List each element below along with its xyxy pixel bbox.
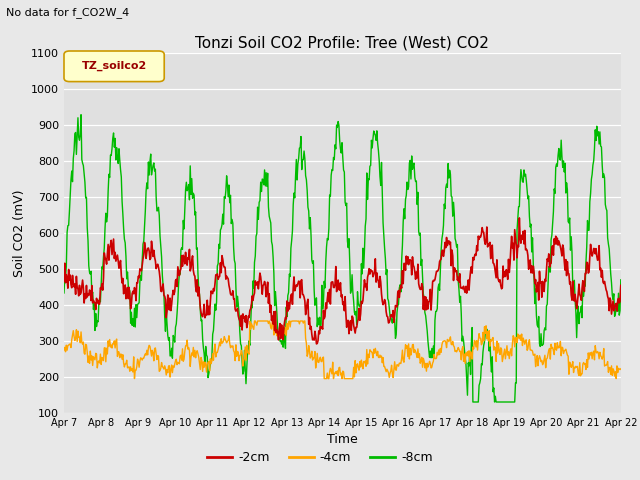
Y-axis label: Soil CO2 (mV): Soil CO2 (mV) (13, 189, 26, 276)
Legend: -2cm, -4cm, -8cm: -2cm, -4cm, -8cm (202, 446, 438, 469)
FancyBboxPatch shape (64, 51, 164, 82)
Text: TZ_soilco2: TZ_soilco2 (81, 61, 147, 72)
X-axis label: Time: Time (327, 433, 358, 446)
Text: No data for f_CO2W_4: No data for f_CO2W_4 (6, 7, 130, 18)
Title: Tonzi Soil CO2 Profile: Tree (West) CO2: Tonzi Soil CO2 Profile: Tree (West) CO2 (195, 35, 490, 50)
